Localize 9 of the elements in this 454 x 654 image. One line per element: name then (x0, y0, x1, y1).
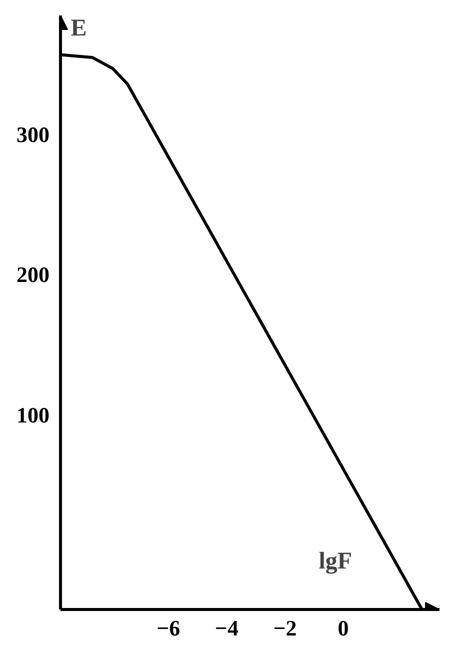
x-tick-label: 0 (338, 616, 349, 640)
y-axis-title: E (70, 16, 87, 42)
y-tick-label: 100 (16, 402, 50, 428)
y-tick-label: 300 (16, 122, 50, 148)
x-tick-label: −6 (156, 616, 180, 640)
x-tick-label: −2 (273, 616, 297, 640)
x-axis-title: lgF (318, 548, 352, 574)
x-tick-label: −4 (214, 616, 238, 640)
y-tick-label: 200 (16, 262, 50, 288)
